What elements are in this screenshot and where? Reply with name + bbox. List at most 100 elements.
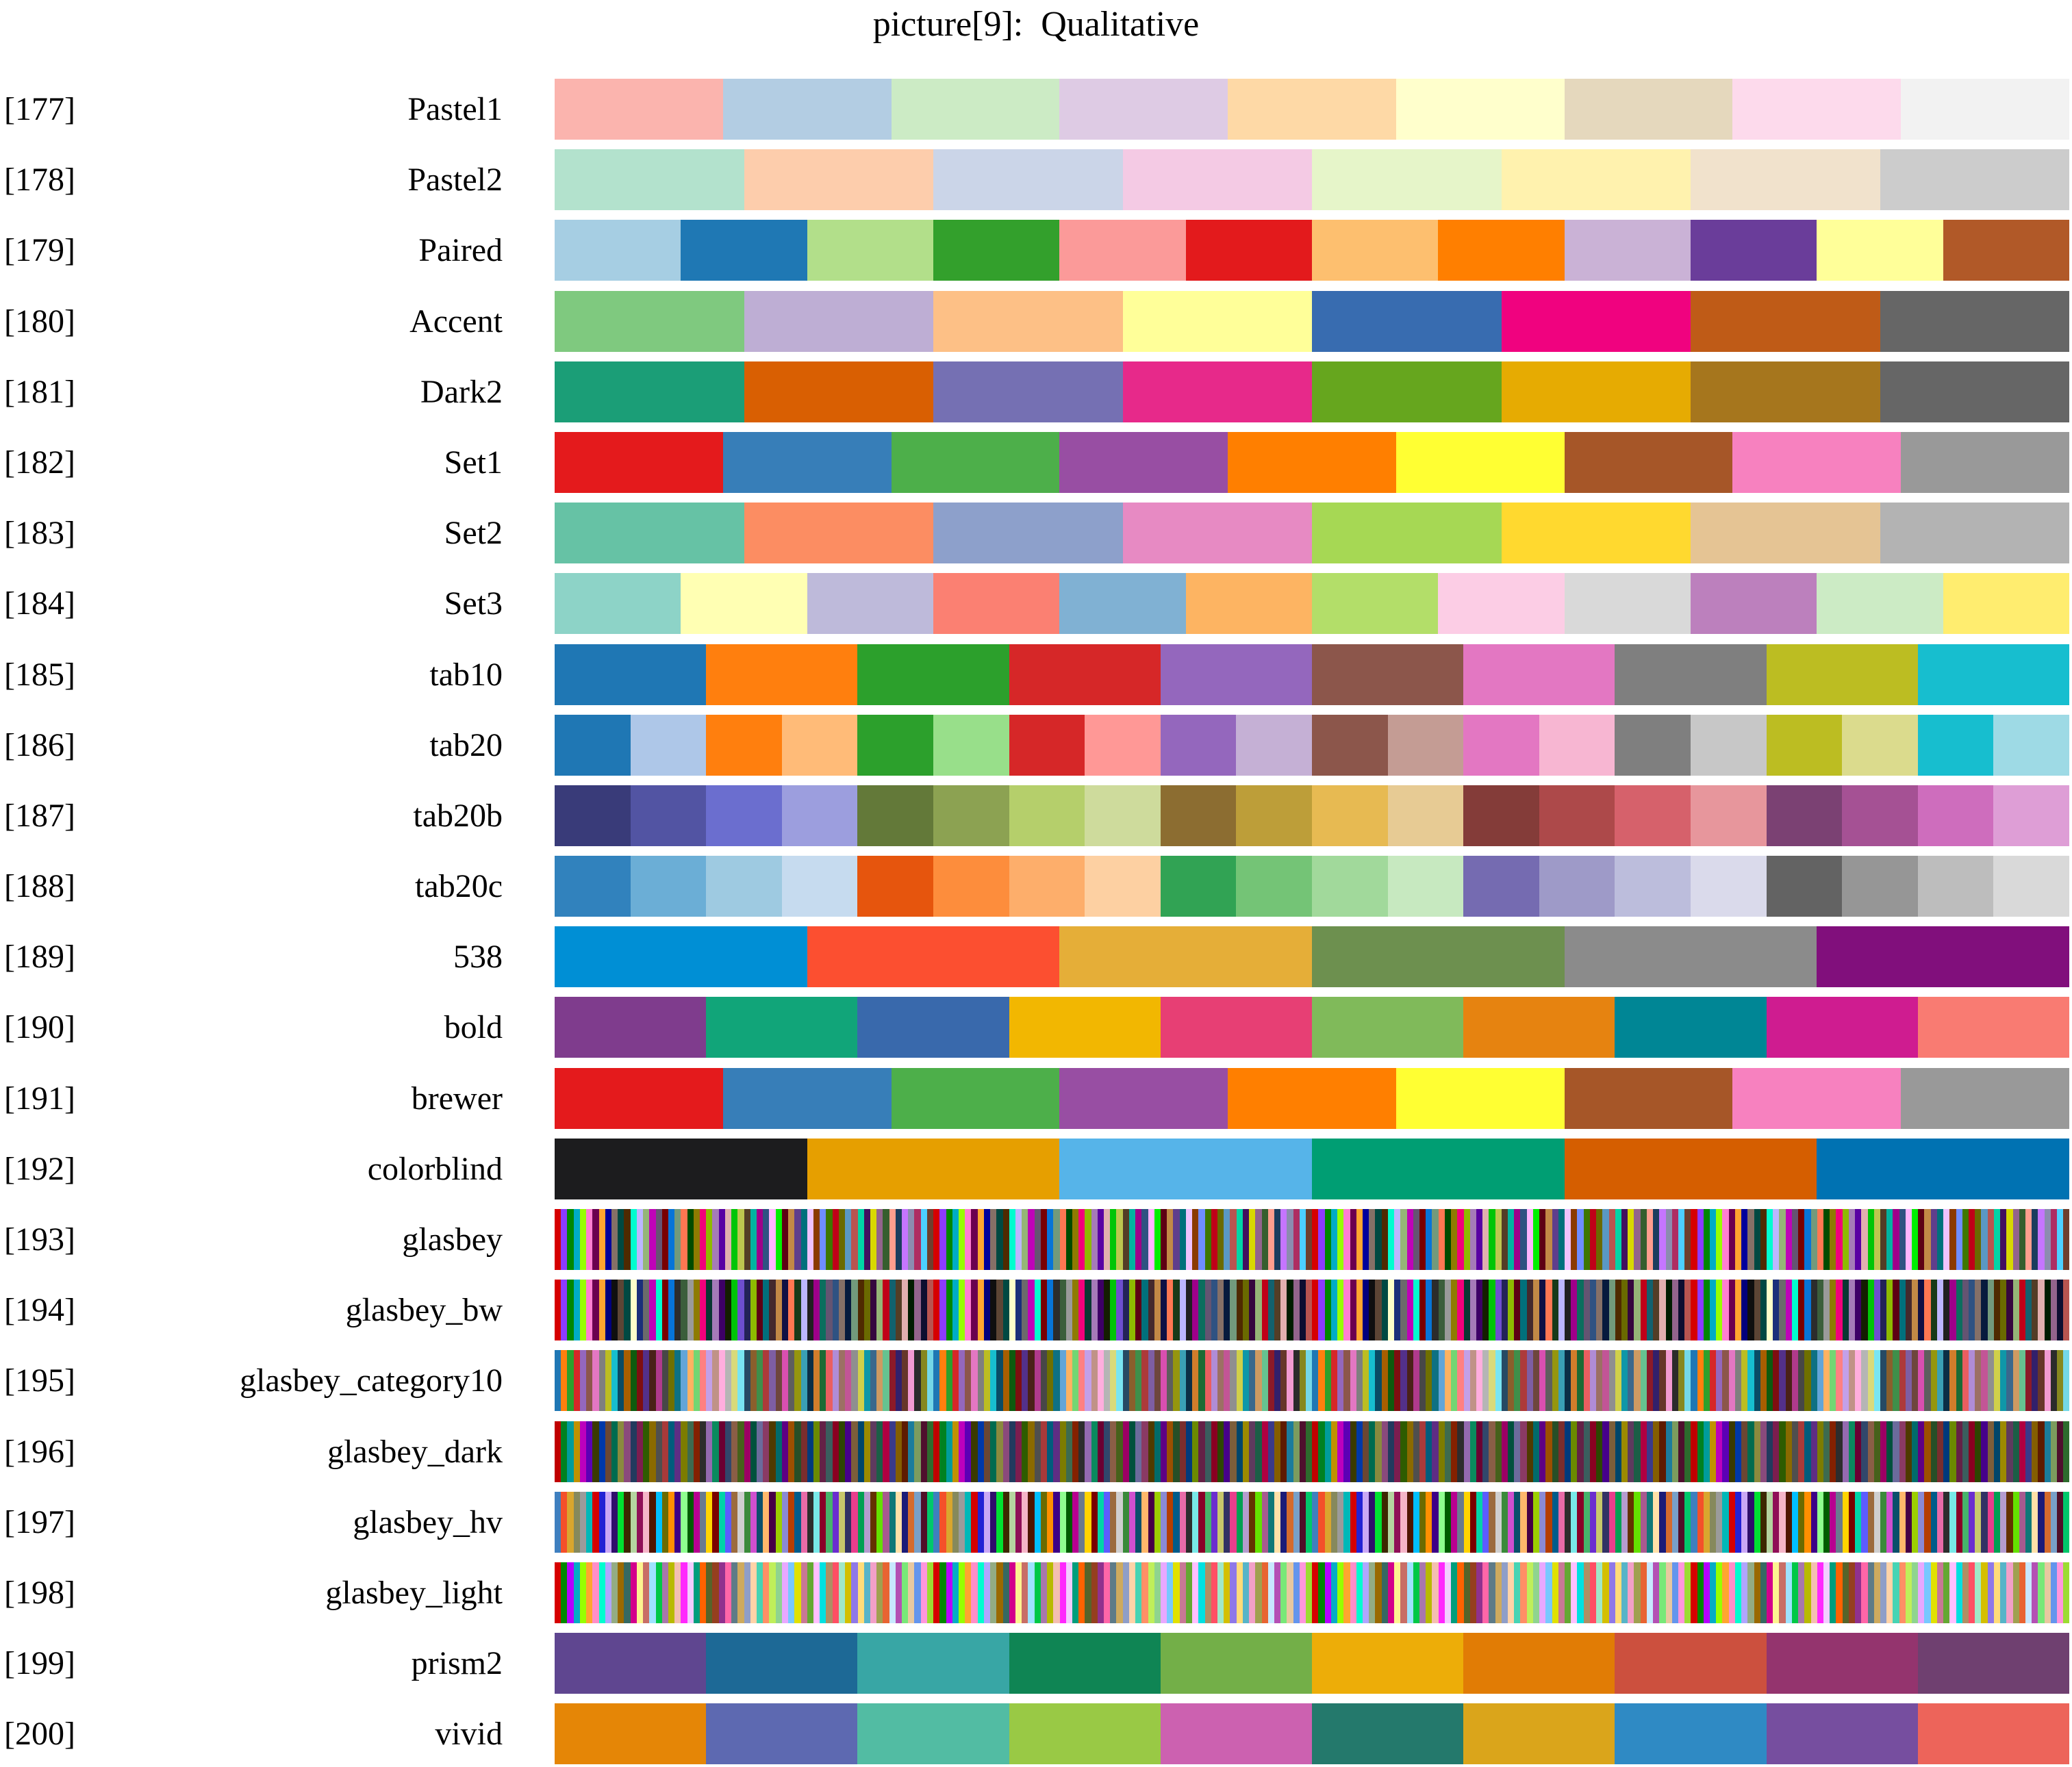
color-swatch bbox=[832, 1491, 839, 1553]
color-swatch bbox=[1135, 1350, 1142, 1412]
color-swatch bbox=[1236, 1491, 1243, 1553]
color-swatch bbox=[990, 1421, 997, 1482]
palette-name-label: tab20b bbox=[413, 797, 503, 834]
color-swatch bbox=[1444, 1209, 1452, 1270]
color-swatch bbox=[902, 1209, 909, 1270]
color-swatch bbox=[1924, 1280, 1931, 1341]
color-swatch bbox=[586, 1421, 593, 1482]
color-swatch bbox=[1369, 1562, 1376, 1623]
color-swatch bbox=[1085, 1491, 1091, 1553]
color-swatch bbox=[1539, 1209, 1546, 1270]
color-swatch bbox=[561, 1280, 568, 1341]
color-swatch bbox=[1545, 1350, 1552, 1412]
color-swatch bbox=[1161, 1280, 1167, 1341]
palette-index-label: [192] bbox=[4, 1150, 75, 1187]
color-swatch bbox=[863, 1491, 870, 1553]
color-swatch bbox=[1747, 1280, 1754, 1341]
color-swatch bbox=[1413, 1421, 1419, 1482]
color-swatch bbox=[1855, 1209, 1862, 1270]
color-swatch bbox=[1356, 1209, 1363, 1270]
color-swatch bbox=[1791, 1280, 1799, 1341]
color-swatch bbox=[1167, 1562, 1174, 1623]
color-swatch bbox=[1015, 1280, 1022, 1341]
color-swatch bbox=[1785, 1209, 1792, 1270]
color-swatch bbox=[2044, 1209, 2051, 1270]
color-swatch bbox=[977, 1491, 984, 1553]
color-swatch bbox=[1552, 1209, 1558, 1270]
color-swatch bbox=[700, 1280, 707, 1341]
color-swatch bbox=[851, 1350, 858, 1412]
color-swatch bbox=[555, 856, 631, 917]
palette-name-label: glasbey bbox=[402, 1221, 503, 1258]
color-swatch bbox=[1615, 1562, 1621, 1623]
palette-index-label: [189] bbox=[4, 939, 75, 976]
color-swatch bbox=[891, 79, 1060, 140]
color-swatch bbox=[1930, 1421, 1937, 1482]
palette-row: [181] Dark2 bbox=[0, 361, 2072, 432]
color-swatch bbox=[813, 1491, 820, 1553]
color-swatch bbox=[1791, 1209, 1799, 1270]
label-bar-gap bbox=[503, 220, 555, 281]
color-swatch bbox=[1363, 1350, 1369, 1412]
color-swatch bbox=[757, 1350, 763, 1412]
color-swatch bbox=[857, 785, 933, 846]
color-swatch bbox=[1311, 714, 1388, 776]
color-swatch bbox=[1804, 1421, 1811, 1482]
color-swatch bbox=[1065, 1209, 1072, 1270]
color-swatch bbox=[1141, 1562, 1148, 1623]
color-swatch bbox=[933, 290, 1123, 352]
color-swatch bbox=[914, 1280, 921, 1341]
color-swatch bbox=[1710, 1280, 1717, 1341]
color-swatch bbox=[1324, 1491, 1331, 1553]
color-swatch bbox=[1956, 1491, 1962, 1553]
color-swatch bbox=[1306, 1562, 1313, 1623]
color-swatch bbox=[1369, 1209, 1376, 1270]
color-swatch bbox=[1615, 856, 1691, 917]
color-swatch bbox=[1880, 1280, 1887, 1341]
color-swatch bbox=[1311, 856, 1388, 917]
color-swatch bbox=[1987, 1421, 1994, 1482]
color-swatch bbox=[1798, 1562, 1805, 1623]
color-swatch bbox=[1596, 1562, 1603, 1623]
color-swatch bbox=[737, 1491, 744, 1553]
color-swatch bbox=[807, 1491, 813, 1553]
color-swatch bbox=[655, 1209, 662, 1270]
color-swatch bbox=[1646, 1562, 1654, 1623]
color-swatch bbox=[1589, 1491, 1597, 1553]
color-swatch bbox=[1779, 1421, 1786, 1482]
color-swatch bbox=[1369, 1491, 1376, 1553]
color-swatch bbox=[737, 1280, 744, 1341]
color-swatch bbox=[1395, 1067, 1565, 1129]
color-swatch bbox=[889, 1421, 896, 1482]
color-swatch bbox=[1085, 785, 1161, 846]
color-swatch bbox=[1602, 1209, 1609, 1270]
color-swatch bbox=[1356, 1280, 1363, 1341]
color-swatch bbox=[724, 1491, 732, 1553]
color-swatch bbox=[1059, 573, 1186, 635]
color-swatch bbox=[845, 1491, 852, 1553]
color-swatch bbox=[1691, 290, 1880, 352]
color-swatch bbox=[1671, 1350, 1678, 1412]
color-swatch bbox=[1508, 1421, 1515, 1482]
color-swatch bbox=[769, 1491, 776, 1553]
color-swatch bbox=[807, 1350, 813, 1412]
color-swatch bbox=[687, 1209, 694, 1270]
color-swatch bbox=[1690, 220, 1817, 281]
color-swatch bbox=[788, 1350, 795, 1412]
color-swatch bbox=[1053, 1350, 1060, 1412]
color-swatch bbox=[1646, 1209, 1654, 1270]
color-swatch bbox=[1034, 1209, 1041, 1270]
color-swatch bbox=[1962, 1562, 1969, 1623]
color-swatch bbox=[1987, 1562, 1994, 1623]
color-swatch bbox=[1287, 1350, 1293, 1412]
color-swatch bbox=[2044, 1562, 2051, 1623]
color-swatch bbox=[1059, 926, 1313, 988]
color-swatch bbox=[1059, 1562, 1066, 1623]
color-swatch bbox=[1791, 1562, 1799, 1623]
color-swatch bbox=[1514, 1280, 1521, 1341]
palette-name-label: Set1 bbox=[444, 444, 503, 481]
color-swatch bbox=[1539, 1280, 1546, 1341]
color-swatch bbox=[2006, 1421, 2013, 1482]
color-swatch bbox=[706, 1703, 858, 1765]
color-swatch bbox=[1432, 1280, 1439, 1341]
